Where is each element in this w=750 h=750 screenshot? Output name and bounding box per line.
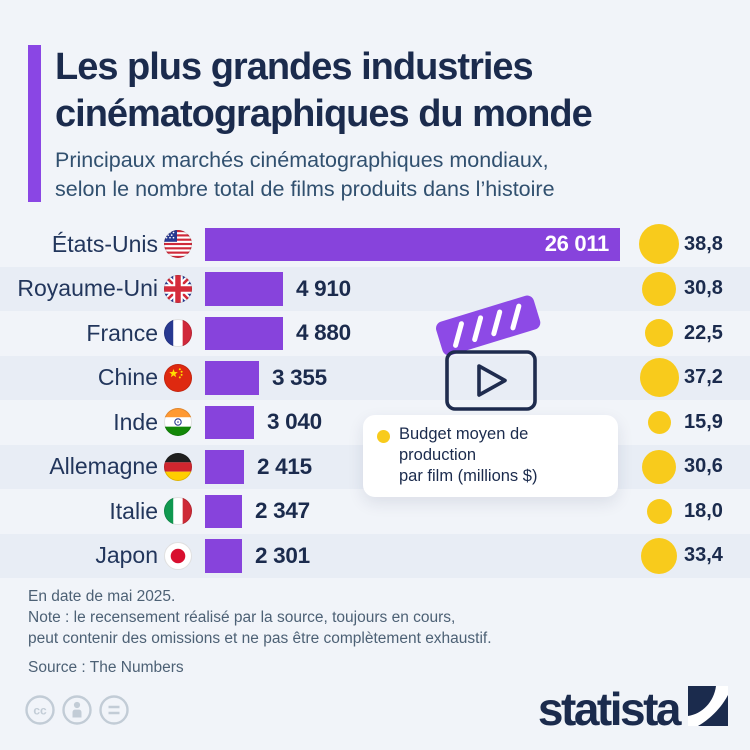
films-bar: [205, 272, 283, 306]
legend-text-line1: Budget moyen de production: [399, 425, 529, 464]
budget-bubble: [646, 498, 672, 524]
films-value: 3 355: [272, 364, 327, 390]
films-bar: 26 011: [205, 227, 620, 261]
budget-bubble: [641, 537, 677, 574]
budget-value: 22,5: [684, 321, 723, 344]
country-label: Allemagne: [49, 453, 158, 480]
budget-value: 33,4: [684, 544, 723, 567]
in-flag-icon: [164, 408, 192, 436]
budget-bubble: [642, 271, 676, 306]
table-row: Italie 2 347 18,0: [0, 489, 750, 534]
budget-value: 38,8: [684, 232, 723, 255]
budget-bubble: [639, 358, 679, 398]
films-value: 4 880: [296, 320, 351, 346]
us-flag-icon: [164, 230, 192, 258]
budget-bubble: [647, 410, 671, 434]
table-row: Royaume-Uni 4 910 30,8: [0, 266, 750, 311]
country-label: Royaume-Uni: [17, 275, 158, 302]
page-title: Les plus grandes industries cinématograp…: [55, 44, 593, 138]
budget-value: 18,0: [684, 499, 723, 522]
cc-icon[interactable]: cc: [24, 694, 56, 731]
films-value: 2 301: [255, 542, 310, 568]
footnote-source: Source : The Numbers: [28, 659, 184, 676]
statista-logo-text: statista: [537, 682, 682, 735]
films-value: 2 415: [257, 453, 312, 479]
country-label: Japon: [95, 542, 158, 569]
films-value: 2 347: [255, 498, 310, 524]
statista-logo-mark-icon: [688, 686, 728, 731]
budget-value: 30,6: [684, 455, 723, 478]
it-flag-icon: [164, 497, 192, 525]
table-row: Japon 2 301 33,4: [0, 533, 750, 578]
budget-value: 15,9: [684, 410, 723, 433]
footnote-date: En date de mai 2025.: [28, 588, 176, 605]
footnote-note-line1: Note : le recensement réalisé par la sou…: [28, 609, 456, 626]
table-row: France 4 880 22,5: [0, 311, 750, 356]
films-value: 26 011: [544, 231, 610, 257]
films-bar: [205, 539, 242, 573]
chart-rows: États-Unis 26 011 38,8 Royaume-Uni 4 910 30,8…: [0, 222, 750, 578]
no-derivatives-equals-icon[interactable]: [98, 694, 130, 731]
footnotes: En date de mai 2025. Note : le recenseme…: [28, 586, 492, 678]
title-accent-bar: [28, 45, 41, 202]
table-row: Inde 3 040 15,9: [0, 400, 750, 445]
page-subtitle: Principaux marchés cinématographiques mo…: [55, 146, 555, 204]
table-row: Chine 3 355 37,2: [0, 355, 750, 400]
de-flag-icon: [164, 452, 192, 481]
budget-value: 30,8: [684, 277, 723, 300]
films-bar: [205, 405, 254, 439]
budget-bubble: [645, 319, 673, 348]
fr-flag-icon: [164, 319, 192, 347]
films-bar: [205, 494, 242, 528]
country-label: Chine: [97, 364, 158, 391]
films-value: 4 910: [296, 275, 351, 301]
country-label: France: [86, 319, 158, 346]
footnote-note-line2: peut contenir des omissions et ne pas êt…: [28, 630, 492, 647]
budget-value: 37,2: [684, 366, 723, 389]
statista-logo[interactable]: statista: [537, 682, 728, 735]
page-title-line2: cinématographiques du monde: [55, 93, 593, 135]
films-value: 3 040: [267, 409, 322, 435]
svg-text:cc: cc: [33, 704, 47, 718]
page-subtitle-line1: Principaux marchés cinématographiques mo…: [55, 148, 549, 172]
country-label: États-Unis: [51, 230, 158, 257]
jp-flag-icon: [164, 541, 192, 570]
budget-bubble: [642, 449, 676, 484]
uk-flag-icon: [164, 274, 192, 303]
country-label: Inde: [113, 408, 158, 435]
films-bar: [205, 361, 259, 395]
cc-license-badges[interactable]: cc: [24, 694, 130, 731]
table-row: États-Unis 26 011 38,8: [0, 222, 750, 267]
legend-yellow-dot-icon: [377, 430, 390, 443]
legend-text-line2: par film (millions $): [399, 467, 538, 485]
page-title-line1: Les plus grandes industries: [55, 46, 534, 88]
cn-flag-icon: [164, 363, 192, 392]
attribution-person-icon[interactable]: [61, 694, 93, 731]
legend-card: Budget moyen de production par film (mil…: [363, 415, 618, 497]
films-bar: [205, 450, 244, 484]
budget-bubble: [639, 224, 679, 265]
country-label: Italie: [109, 497, 158, 524]
page-subtitle-line2: selon le nombre total de films produits …: [55, 177, 555, 201]
films-bar: [205, 316, 283, 350]
